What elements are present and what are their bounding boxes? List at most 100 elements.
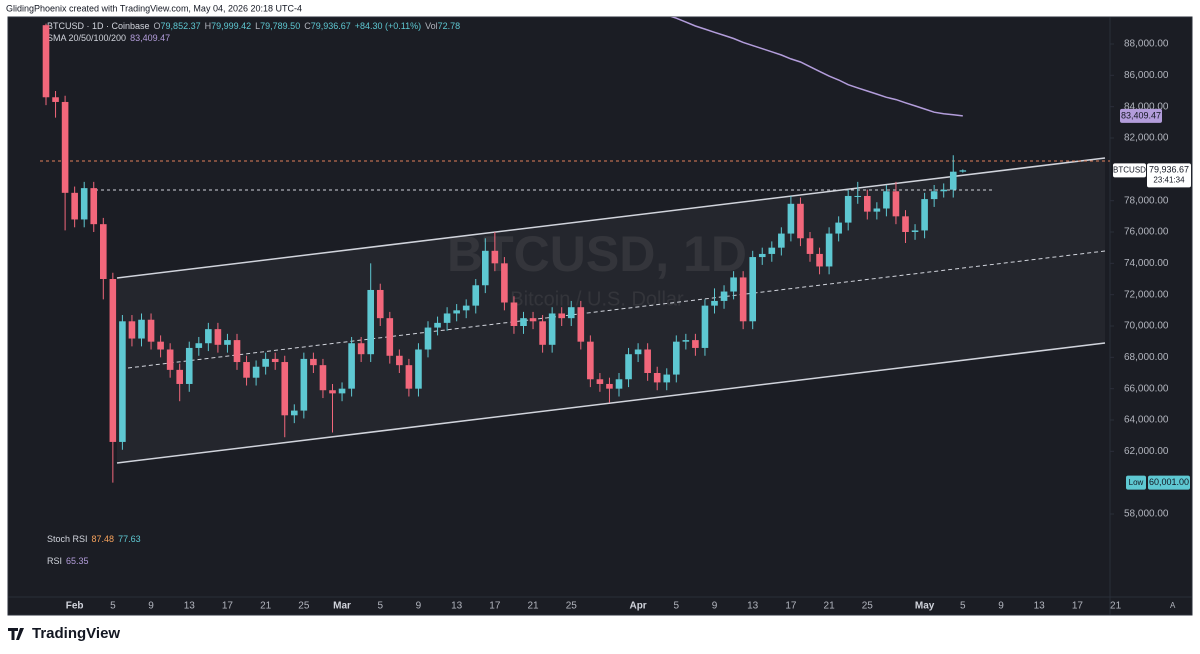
candle-body [434, 322, 441, 328]
candle-body [883, 191, 890, 209]
x-tick-label: 13 [1034, 601, 1046, 612]
y-tick-label: 58,000.00 [1124, 509, 1169, 520]
channel-lower [116, 342, 1106, 464]
legend-key: C [304, 21, 311, 31]
candle-body [100, 224, 107, 279]
candle-body [252, 366, 260, 378]
indicator-value: 87.48 [92, 534, 115, 544]
auto-scale-button[interactable]: A [1170, 601, 1176, 610]
y-tick-label: 72,000.00 [1124, 289, 1169, 300]
indicator-value: 65.35 [66, 556, 89, 566]
candle-body [271, 358, 279, 363]
candle-body [195, 343, 203, 348]
legend-key: Vol [425, 21, 438, 31]
x-tick-label: 5 [960, 601, 966, 612]
candle-body [376, 289, 384, 319]
candle-body [90, 188, 98, 225]
candle-body [501, 263, 508, 303]
candle-body [949, 171, 957, 190]
candle-body [415, 349, 422, 389]
candle-body [921, 199, 928, 231]
candle-body [520, 318, 527, 326]
candle-body [739, 277, 747, 322]
x-tick-label: 21 [527, 601, 539, 612]
candle-body [825, 233, 833, 267]
symbol-badge [1113, 163, 1146, 178]
candle-body [959, 170, 967, 172]
legend-line: BTCUSD · 1D · Coinbase O79,852.37 H79,999.… [47, 21, 460, 31]
candle-body [673, 341, 680, 375]
candle-body [806, 238, 814, 254]
candle-body [930, 191, 938, 200]
candle-body [80, 188, 88, 220]
candle-body [682, 340, 690, 342]
x-tick-label: 21 [260, 601, 272, 612]
candle-body [462, 305, 470, 311]
legend-key: O [154, 21, 161, 31]
candle-body [577, 307, 585, 342]
candle-body [844, 195, 852, 223]
indicator-value: 77.63 [118, 534, 141, 544]
candle-body [510, 302, 518, 326]
candle-body [730, 277, 737, 292]
x-tick-label: 13 [747, 601, 759, 612]
indicator-name: Stoch RSI [47, 534, 88, 544]
candle-body [109, 279, 117, 442]
y-tick-label: 66,000.00 [1124, 383, 1169, 394]
candle-body [176, 369, 183, 384]
candle-body [472, 285, 480, 306]
candle-body [816, 253, 823, 267]
candle-body [587, 341, 594, 380]
legend-symbol: BTCUSD · 1D · Coinbase [47, 21, 150, 31]
price-badge [1147, 163, 1191, 188]
candle-body [692, 340, 699, 348]
candle-body [854, 195, 862, 197]
y-tick-label: 84,000.00 [1124, 101, 1169, 112]
candle-body [443, 313, 451, 323]
x-tick-label: Mar [333, 601, 351, 612]
low-badge-label: 60,001.00 [1149, 477, 1189, 487]
y-tick-label: 76,000.00 [1124, 227, 1169, 238]
candle-body [758, 253, 766, 258]
legend-key: H [205, 21, 212, 31]
candle-body [185, 347, 193, 384]
legend-value: 72.78 [438, 21, 461, 31]
candle-body [367, 289, 374, 355]
candle-body [281, 362, 289, 416]
brand-logo: TradingView [8, 625, 120, 642]
y-tick-label: 62,000.00 [1124, 446, 1169, 457]
candle-body [873, 208, 881, 212]
candle-body [42, 25, 50, 98]
indicator-value: 83,409.47 [130, 33, 170, 43]
candle-body [348, 343, 355, 389]
legend-key: L [255, 21, 260, 31]
rsi-legend: RSI 65.35 [47, 556, 89, 566]
candle-body [644, 349, 651, 373]
candle-body [653, 373, 661, 383]
logo-icon [8, 628, 24, 640]
candle-body [357, 343, 365, 355]
candle-body [396, 355, 403, 366]
candle-body [749, 257, 756, 322]
x-tick-label: 9 [712, 601, 718, 612]
sma-legend: SMA 20/50/100/200 83,409.47 [47, 33, 170, 43]
indicator-name: RSI [47, 556, 62, 566]
y-tick-label: 64,000.00 [1124, 415, 1169, 426]
candle-body [205, 329, 212, 344]
candle-body [720, 291, 728, 301]
candle-body [701, 305, 709, 348]
candle-body [711, 300, 718, 306]
candle-body [558, 313, 565, 319]
indicator-name: SMA 20/50/100/200 [47, 33, 126, 43]
watermark-subtitle: Bitcoin / U.S. Dollar [510, 288, 684, 310]
legend-value: 79,999.42 [211, 21, 251, 31]
x-tick-label: 21 [1110, 601, 1122, 612]
candle-body [529, 318, 537, 322]
y-tick-label: 70,000.00 [1124, 321, 1169, 332]
candle-body [634, 349, 642, 355]
candle-body [329, 390, 336, 394]
legend-change: +84.30 (+0.11%) [355, 21, 421, 31]
candle-body [147, 319, 155, 342]
x-tick-label: 13 [184, 601, 196, 612]
x-tick-label: 13 [451, 601, 463, 612]
